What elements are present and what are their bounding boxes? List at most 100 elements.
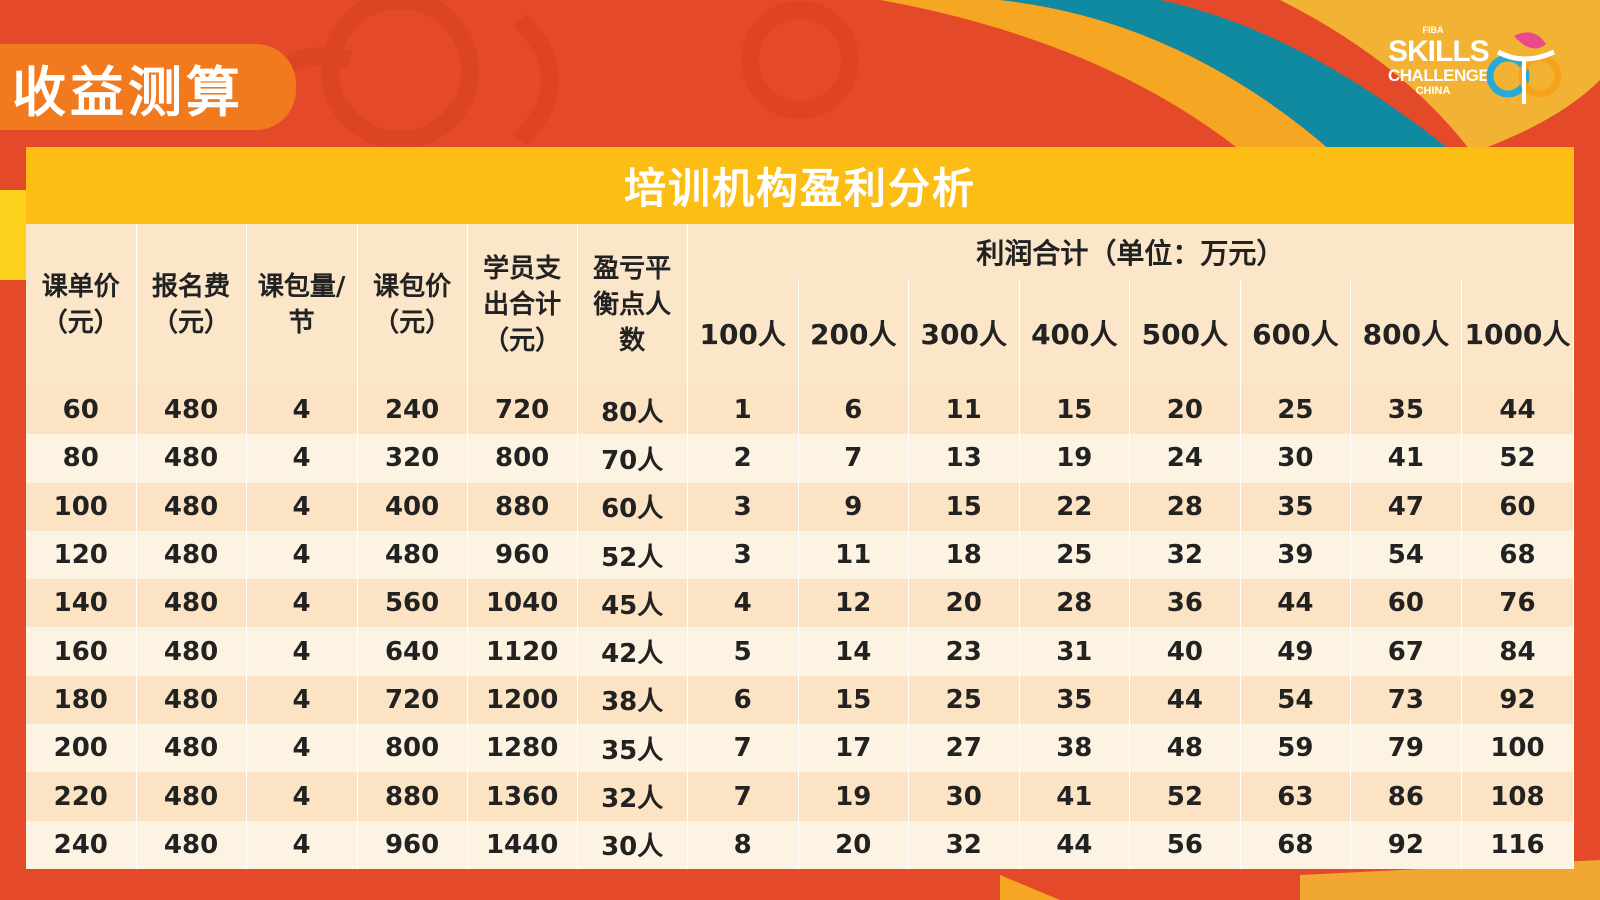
table-cell: 41 (1350, 434, 1462, 483)
table-cell: 4 (246, 530, 358, 580)
table-cell: 42人 (577, 627, 688, 676)
page-title-tab: 收益测算 (0, 44, 296, 130)
table-cell: 880 (357, 772, 468, 821)
table-row: 100 480 4 400 880 60人 3 9 15 22 28 35 47 60 (26, 482, 1575, 531)
table-cell: 4 (246, 675, 358, 725)
table-title-bar: 培训机构盈利分析 (26, 147, 1574, 224)
table-cell: 38 (1019, 724, 1130, 773)
skills-challenge-logo: FIBA SKILLS CHALLENGE CHINA (1388, 26, 1576, 116)
table-row: 140 480 4 560 1040 45人 4 12 20 28 36 44 60 76 (26, 579, 1575, 628)
table-cell: 4 (246, 772, 358, 821)
table-cell: 20 (908, 579, 1020, 628)
table-cell: 44 (1019, 820, 1130, 869)
basketball-mascot-icon (1486, 32, 1562, 104)
table-cell: 100 (26, 482, 137, 531)
table-cell: 30 (1240, 434, 1351, 483)
table-row: 60 480 4 240 720 80人 1 6 11 15 20 25 35 44 (26, 386, 1575, 435)
table-cell: 4 (246, 627, 358, 676)
table-cell: 116 (1461, 820, 1575, 869)
table-cell: 25 (908, 675, 1020, 725)
table-cell: 880 (467, 482, 578, 531)
header-profit-col: 600人 (1240, 280, 1351, 386)
table-cell: 35 (1240, 482, 1351, 531)
table-cell: 400 (357, 482, 468, 531)
table-cell: 5 (687, 627, 799, 676)
header-profit-col: 100人 (687, 280, 799, 386)
table-cell: 35 (1350, 386, 1462, 435)
table-cell: 28 (1129, 482, 1241, 531)
table-cell: 54 (1350, 530, 1462, 580)
table-cell: 73 (1350, 675, 1462, 725)
table-cell: 20 (1129, 386, 1241, 435)
table-cell: 480 (136, 820, 247, 869)
table-cell: 60 (26, 386, 137, 435)
table-body: 60 480 4 240 720 80人 1 6 11 15 20 25 35 44 80 480 4 320 80… (26, 386, 1575, 869)
header-profit-col: 200人 (798, 280, 909, 386)
table-cell: 31 (1019, 627, 1130, 676)
table-cell: 4 (246, 386, 358, 435)
table-cell: 6 (687, 675, 799, 725)
table-cell: 7 (798, 434, 909, 483)
table-cell: 1040 (467, 579, 578, 628)
header-package-sessions: 课包量/节 (246, 224, 358, 386)
table-cell: 40 (1129, 627, 1241, 676)
table-cell: 44 (1129, 675, 1241, 725)
table-row: 240 480 4 960 1440 30人 8 20 32 44 56 68 92 116 (26, 820, 1575, 869)
table-cell: 480 (136, 482, 247, 531)
table-cell: 15 (798, 675, 909, 725)
table-cell: 3 (687, 530, 799, 580)
table-cell: 720 (357, 675, 468, 725)
table-cell: 480 (136, 675, 247, 725)
table-cell: 7 (687, 724, 799, 773)
table-cell: 7 (687, 772, 799, 821)
table-cell: 92 (1350, 820, 1462, 869)
table-cell: 800 (357, 724, 468, 773)
table-cell: 47 (1350, 482, 1462, 531)
table-cell: 960 (467, 530, 578, 580)
header-unit-price: 课单价（元） (26, 224, 137, 386)
table-cell: 480 (136, 772, 247, 821)
table-row: 160 480 4 640 1120 42人 5 14 23 31 40 49 67 84 (26, 627, 1575, 676)
table-cell: 79 (1350, 724, 1462, 773)
table-cell: 52人 (577, 530, 688, 580)
table-row: 220 480 4 880 1360 32人 7 19 30 41 52 63 86 108 (26, 772, 1575, 821)
table-cell: 11 (798, 530, 909, 580)
table-title: 培训机构盈利分析 (623, 164, 976, 213)
table-cell: 23 (908, 627, 1020, 676)
table-cell: 30 (908, 772, 1020, 821)
logo-wordmark: FIBA SKILLS CHALLENGE CHINA (1388, 26, 1490, 97)
table-cell: 108 (1461, 772, 1575, 821)
table-cell: 84 (1461, 627, 1575, 676)
table-cell: 180 (26, 675, 137, 725)
table-cell: 480 (136, 579, 247, 628)
table-cell: 44 (1461, 386, 1575, 435)
table-cell: 160 (26, 627, 137, 676)
table-cell: 52 (1129, 772, 1241, 821)
table-cell: 100 (1461, 724, 1575, 773)
header-profit-total: 利润合计（单位：万元） (687, 224, 1575, 280)
table-cell: 68 (1240, 820, 1351, 869)
table-cell: 13 (908, 434, 1020, 483)
table-cell: 480 (136, 530, 247, 580)
table-cell: 4 (246, 724, 358, 773)
table-cell: 38人 (577, 675, 688, 725)
table-cell: 240 (26, 820, 137, 869)
profit-table: 课单价（元） 报名费（元） 课包量/节 课包价（元） 学员支出合计（元） 盈亏平… (26, 224, 1575, 869)
table-row: 120 480 4 480 960 52人 3 11 18 25 32 39 54 68 (26, 530, 1575, 580)
table-cell: 4 (246, 579, 358, 628)
table-cell: 3 (687, 482, 799, 531)
table-cell: 15 (1019, 386, 1130, 435)
table-cell: 20 (798, 820, 909, 869)
table-cell: 32 (908, 820, 1020, 869)
table-cell: 35人 (577, 724, 688, 773)
table-cell: 41 (1019, 772, 1130, 821)
table-cell: 1200 (467, 675, 578, 725)
table-row: 180 480 4 720 1200 38人 6 15 25 35 44 54 73 92 (26, 675, 1575, 725)
table-cell: 240 (357, 386, 468, 435)
header-profit-col: 400人 (1019, 280, 1130, 386)
table-cell: 59 (1240, 724, 1351, 773)
table-cell: 27 (908, 724, 1020, 773)
table-cell: 19 (1019, 434, 1130, 483)
table-cell: 86 (1350, 772, 1462, 821)
table-cell: 25 (1240, 386, 1351, 435)
